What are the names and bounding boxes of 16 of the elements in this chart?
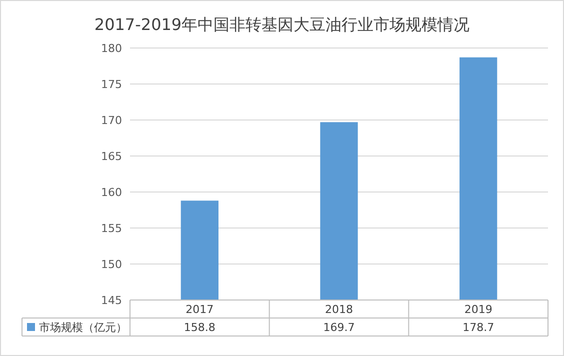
- y-tick-label: 165: [101, 150, 122, 163]
- data-label: 178.7: [462, 321, 494, 334]
- data-label: 169.7: [323, 321, 355, 334]
- legend-label: 市场规模（亿元）: [39, 321, 127, 334]
- chart-title: 2017-2019年中国非转基因大豆油行业市场规模情况: [94, 15, 470, 34]
- y-tick-label: 175: [101, 78, 122, 91]
- y-tick-label: 180: [101, 42, 122, 55]
- y-tick-label: 145: [101, 294, 122, 307]
- y-tick-label: 150: [101, 258, 122, 271]
- x-tick-label: 2017: [186, 303, 214, 316]
- x-tick-label: 2019: [464, 303, 492, 316]
- x-tick-label: 2018: [325, 303, 353, 316]
- data-label: 158.8: [184, 321, 216, 334]
- y-tick-label: 160: [101, 186, 122, 199]
- y-tick-label: 155: [101, 222, 122, 235]
- y-tick-label: 170: [101, 114, 122, 127]
